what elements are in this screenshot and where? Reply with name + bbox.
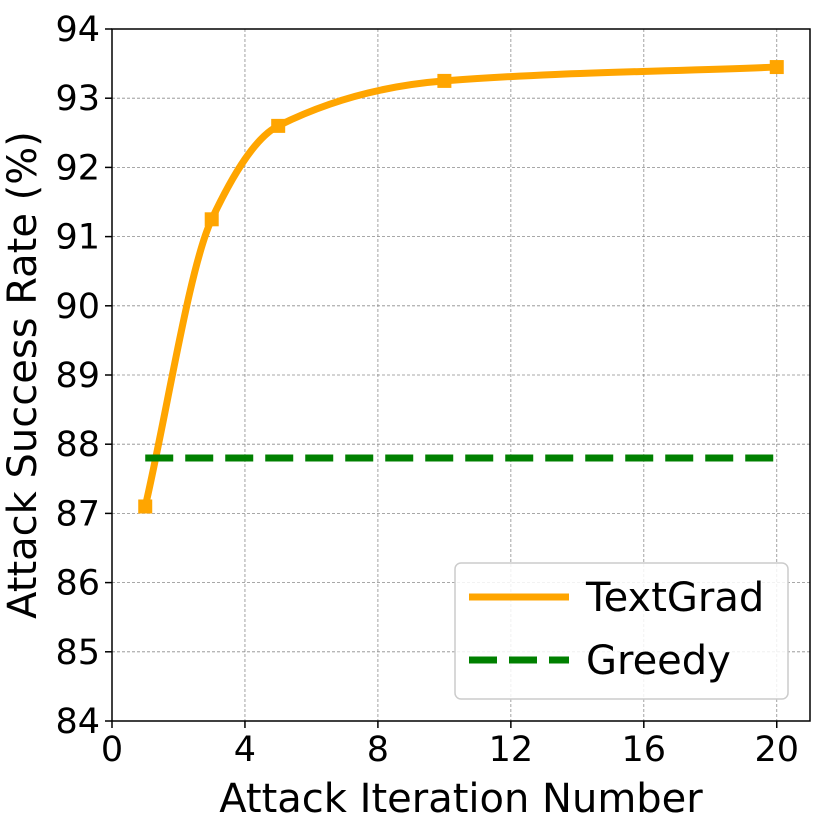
- y-tick-label: 86: [55, 564, 100, 604]
- y-axis-label: Attack Success Rate (%): [0, 131, 46, 619]
- x-tick-label: 8: [367, 730, 389, 770]
- y-tick-label: 91: [55, 218, 100, 258]
- legend: TextGrad Greedy: [454, 562, 789, 700]
- y-tick-label: 94: [55, 10, 100, 50]
- y-tick-label: 88: [55, 425, 100, 465]
- x-tick-label: 16: [622, 730, 667, 770]
- y-tick-label: 85: [55, 633, 100, 673]
- ticks: 0 4 8 12 16 20 84 85 86 87 88 89 90 91 92 93 94: [55, 10, 799, 770]
- data-point-textgrad: [769, 60, 784, 75]
- x-tick-label: 20: [754, 730, 799, 770]
- y-tick-label: 89: [55, 356, 100, 396]
- data-point-textgrad: [138, 499, 153, 514]
- x-tick-label: 4: [234, 730, 256, 770]
- y-tick-label: 92: [55, 148, 100, 188]
- data-point-textgrad: [271, 118, 286, 133]
- legend-label-greedy: Greedy: [586, 638, 731, 684]
- y-tick-label: 90: [55, 287, 100, 327]
- y-tick-label: 93: [55, 79, 100, 119]
- x-tick-label: 0: [101, 730, 123, 770]
- x-axis-label: Attack Iteration Number: [219, 776, 703, 820]
- y-tick-label: 84: [55, 702, 100, 742]
- legend-label-textgrad: TextGrad: [585, 575, 764, 621]
- x-tick-label: 12: [489, 730, 534, 770]
- series-layer: [138, 60, 784, 514]
- y-tick-label: 87: [55, 494, 100, 534]
- series-line-textgrad: [141, 63, 777, 508]
- data-point-textgrad: [437, 73, 452, 88]
- data-point-textgrad: [204, 212, 219, 227]
